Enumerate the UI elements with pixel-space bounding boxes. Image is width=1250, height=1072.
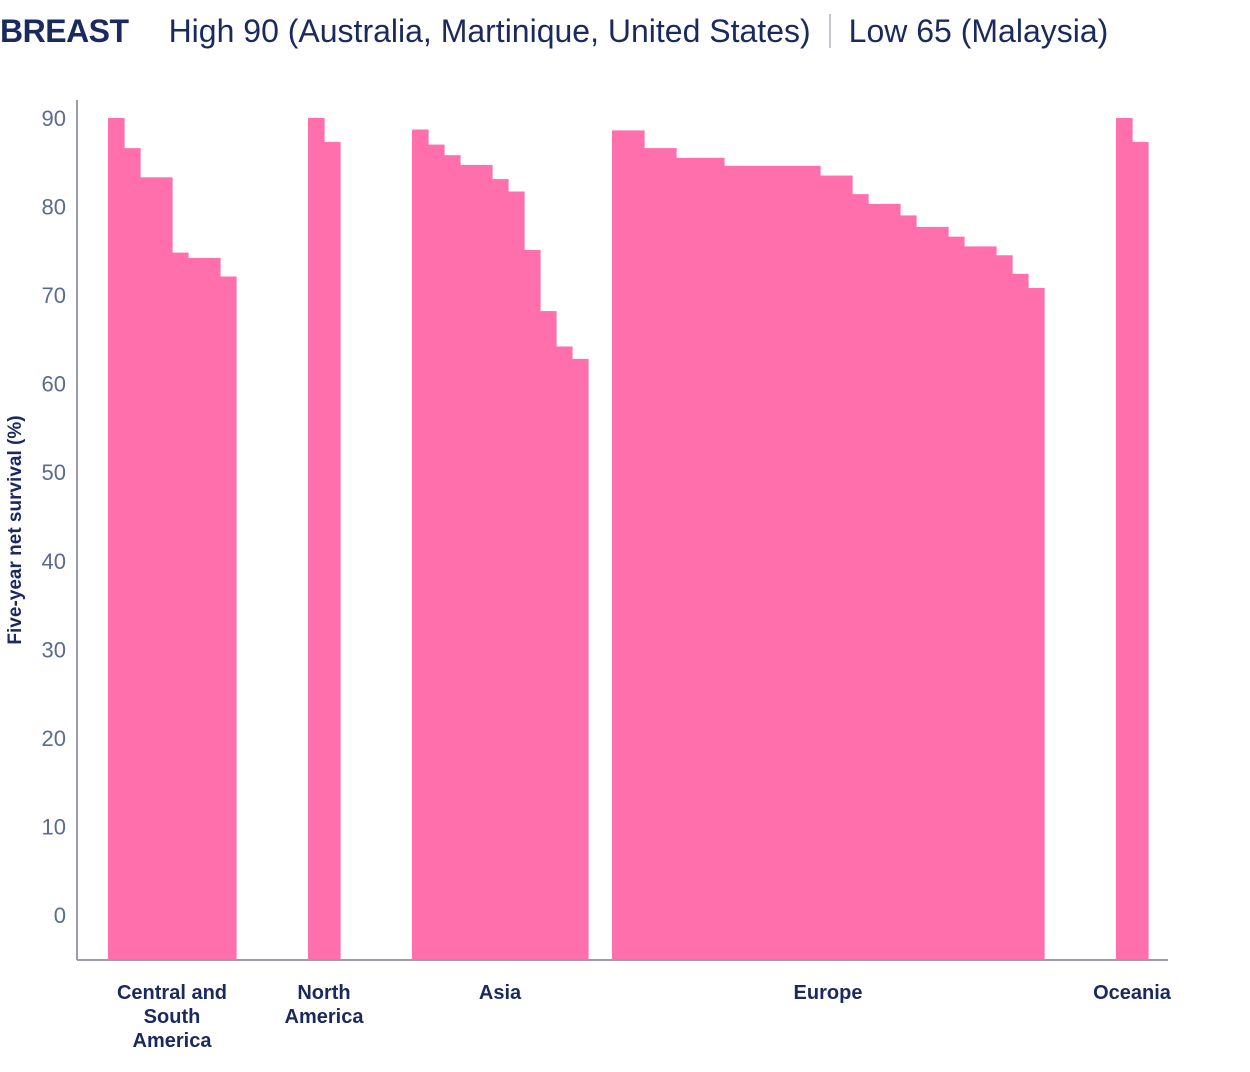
country-bar	[964, 246, 981, 961]
y-tick-label: 70	[42, 283, 66, 308]
country-bar	[836, 175, 853, 961]
country-bar	[756, 165, 773, 960]
country-bar	[220, 276, 237, 961]
country-bar	[308, 118, 325, 960]
cancer-type-title: BREAST	[0, 13, 129, 49]
country-bar	[724, 165, 741, 960]
country-bar	[628, 130, 645, 961]
country-bar	[540, 311, 557, 960]
y-tick-label: 0	[54, 903, 66, 928]
region-bar-group	[308, 118, 341, 960]
high-survival-text: High 90 (Australia, Martinique, United S…	[168, 13, 811, 49]
country-bar	[900, 215, 917, 960]
country-bar	[324, 141, 341, 960]
country-bar	[1116, 118, 1133, 960]
country-bar	[428, 144, 445, 961]
y-axis-label: Five-year net survival (%)	[5, 415, 26, 644]
region-label: Oceania	[1093, 982, 1172, 1004]
y-tick-label: 30	[42, 637, 66, 662]
country-bar	[804, 165, 821, 960]
country-bar	[1012, 273, 1029, 960]
country-bar	[996, 255, 1013, 960]
y-tick-label: 90	[42, 106, 66, 131]
region-bar-group	[412, 129, 589, 961]
country-bar	[492, 179, 509, 960]
country-bar	[676, 157, 693, 961]
country-bar	[660, 148, 677, 960]
country-bar	[508, 191, 525, 961]
country-bar	[140, 177, 157, 961]
country-bar	[204, 257, 221, 960]
y-tick-label: 50	[42, 460, 66, 485]
country-bar	[740, 165, 757, 960]
country-bar	[772, 165, 789, 960]
country-bar	[868, 203, 885, 960]
y-tick-label: 10	[42, 814, 66, 839]
country-bar	[644, 148, 661, 960]
country-bar	[820, 175, 837, 961]
region-bar-group	[612, 130, 1045, 961]
country-bar	[556, 346, 573, 960]
region-bar-group	[1116, 118, 1149, 960]
bar-groups	[108, 118, 1149, 961]
region-labels: Central and South America North America Asia E…	[117, 982, 1172, 1052]
region-label: Central and South America	[117, 982, 227, 1052]
y-tick-label: 60	[42, 372, 66, 397]
country-bar	[708, 157, 725, 961]
y-axis-ticks: 0 10 20 30 40 50 60 70 80 90	[42, 106, 66, 928]
y-tick-label: 20	[42, 726, 66, 751]
country-bar	[948, 236, 965, 961]
country-bar	[788, 165, 805, 960]
chart-header: BREAST High 90 (Australia, Martinique, Un…	[0, 8, 1108, 56]
country-bar	[1132, 141, 1149, 960]
country-bar	[612, 130, 629, 961]
region-label: Asia	[479, 982, 522, 1004]
country-bar	[692, 157, 709, 961]
country-bar	[460, 164, 477, 960]
low-survival-text: Low 65 (Malaysia)	[848, 13, 1109, 49]
country-bar	[172, 252, 189, 961]
country-bar	[852, 194, 869, 960]
header-separator	[828, 13, 831, 48]
country-bar	[412, 129, 429, 961]
region-label: Europe	[794, 982, 863, 1004]
country-bar	[476, 164, 493, 960]
country-bar	[1028, 288, 1045, 960]
country-bar	[884, 203, 901, 960]
country-bar	[572, 358, 589, 961]
country-bar	[108, 118, 125, 960]
country-bar	[156, 177, 173, 961]
country-bar	[980, 246, 997, 961]
y-tick-label: 80	[42, 195, 66, 220]
country-bar	[524, 249, 541, 961]
y-tick-label: 40	[42, 549, 66, 574]
region-label: North America	[285, 982, 365, 1028]
region-bar-group	[108, 118, 237, 961]
country-bar	[188, 257, 205, 960]
country-bar	[916, 226, 933, 960]
country-bar	[932, 226, 949, 960]
country-bar	[444, 155, 461, 960]
country-bar	[124, 148, 141, 960]
